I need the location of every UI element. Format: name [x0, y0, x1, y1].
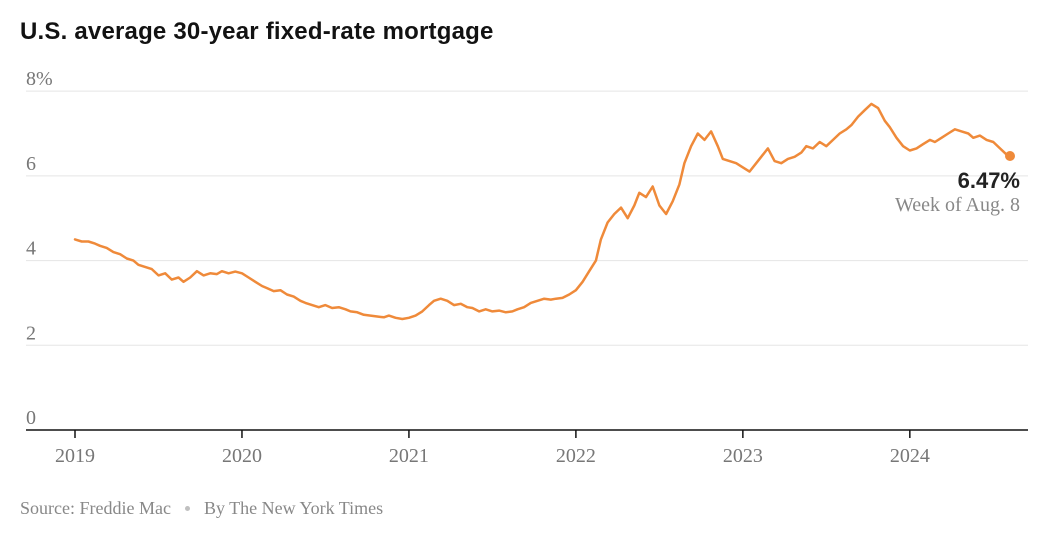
source-prefix: Source: — [20, 498, 79, 518]
line-chart: 0 2 4 6 8% 2019 2020 2021 2022 2023 2024 — [20, 50, 1030, 490]
svg-text:6: 6 — [26, 153, 36, 175]
byline: By The New York Times — [204, 498, 383, 519]
svg-text:2022: 2022 — [556, 445, 596, 467]
svg-text:2024: 2024 — [890, 445, 930, 467]
svg-text:2019: 2019 — [55, 445, 95, 467]
source-line: Source: Freddie Mac — [20, 498, 171, 519]
svg-text:8%: 8% — [26, 68, 53, 90]
svg-text:2020: 2020 — [222, 445, 262, 467]
chart-title: U.S. average 30-year fixed-rate mortgage — [20, 18, 1030, 46]
callout-value: 6.47% — [860, 168, 1020, 194]
separator-dot-icon — [185, 506, 190, 511]
svg-text:4: 4 — [26, 238, 36, 260]
svg-text:2023: 2023 — [723, 445, 763, 467]
chart-footer: Source: Freddie Mac By The New York Time… — [20, 498, 1030, 519]
source-name: Freddie Mac — [79, 498, 170, 518]
callout-label: Week of Aug. 8 — [830, 194, 1020, 217]
svg-text:0: 0 — [26, 407, 36, 429]
chart-area: 0 2 4 6 8% 2019 2020 2021 2022 2023 2024 6.47% Wee… — [20, 50, 1030, 490]
svg-text:2: 2 — [26, 322, 36, 344]
svg-text:2021: 2021 — [389, 445, 429, 467]
